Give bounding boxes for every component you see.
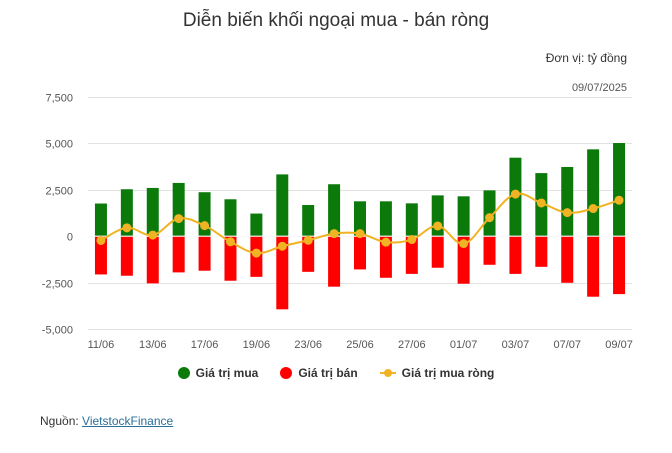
source-prefix: Nguồn: [40, 414, 83, 428]
date-label: 09/07/2025 [571, 82, 627, 94]
buy-bar[interactable] [405, 203, 418, 237]
x-tick-label: 27/06 [398, 339, 426, 351]
buy-bar[interactable] [172, 182, 185, 237]
buy-bar[interactable] [613, 143, 626, 237]
legend-item-sell[interactable]: Giá trị bán [280, 366, 358, 380]
net-point[interactable] [174, 214, 184, 224]
x-tick-label: 13/06 [139, 339, 167, 351]
net-point[interactable] [562, 208, 572, 218]
net-point[interactable] [251, 248, 261, 258]
net-point[interactable] [407, 235, 417, 245]
net-point[interactable] [200, 221, 210, 231]
buy-bar[interactable] [224, 199, 237, 237]
buy-bar[interactable] [146, 187, 159, 237]
sell-bar[interactable] [483, 236, 496, 265]
sell-bar[interactable] [198, 236, 211, 271]
x-tick-label: 01/07 [450, 339, 478, 351]
legend: Giá trị mua Giá trị bán Giá trị mua ròng [0, 366, 672, 380]
net-point[interactable] [122, 223, 132, 233]
x-tick-label: 23/06 [294, 339, 322, 351]
sell-bar[interactable] [613, 236, 626, 295]
buy-bar[interactable] [120, 189, 133, 237]
x-tick-label: 25/06 [346, 339, 374, 351]
y-tick-label: 5,000 [45, 139, 73, 151]
sell-bar[interactable] [276, 236, 289, 310]
x-tick-label: 19/06 [243, 339, 271, 351]
sell-bar[interactable] [561, 236, 574, 283]
sell-bar[interactable] [224, 236, 237, 281]
net-point[interactable] [277, 241, 287, 251]
green-circle-icon [177, 367, 190, 379]
y-tick-label: 0 [67, 232, 73, 244]
sell-bar[interactable] [587, 236, 600, 297]
buy-bar[interactable] [250, 213, 263, 237]
net-point[interactable] [510, 189, 520, 199]
net-line-series [96, 189, 624, 258]
net-point[interactable] [614, 195, 624, 205]
sell-bar[interactable] [431, 236, 444, 268]
sell-bar[interactable] [405, 236, 418, 274]
net-point[interactable] [303, 235, 313, 245]
y-tick-label: 7,500 [45, 93, 73, 105]
red-circle-icon [280, 367, 293, 379]
y-tick-label: 2,500 [45, 186, 73, 198]
sell-bar[interactable] [379, 236, 392, 278]
net-point[interactable] [225, 237, 235, 247]
buy-bar[interactable] [457, 196, 470, 237]
y-tick-label: -5,000 [42, 325, 73, 337]
y-axis-labels: 7,500 5,000 2,500 0 -2,500 -5,000 [42, 93, 73, 337]
buy-bar[interactable] [379, 201, 392, 237]
net-point[interactable] [381, 237, 391, 247]
legend-item-net[interactable]: Giá trị mua ròng [379, 366, 495, 380]
net-point[interactable] [329, 229, 339, 239]
legend-item-buy[interactable]: Giá trị mua [177, 366, 259, 380]
buy-bar[interactable] [328, 184, 341, 237]
net-point[interactable] [433, 221, 443, 231]
net-point[interactable] [355, 229, 365, 239]
sell-bar[interactable] [120, 236, 133, 276]
x-tick-label: 03/07 [502, 339, 530, 351]
legend-label-net: Giá trị mua ròng [401, 366, 495, 380]
net-point[interactable] [485, 213, 495, 223]
sell-bar[interactable] [328, 236, 341, 287]
line-marker-icon [379, 367, 396, 379]
net-point[interactable] [96, 235, 106, 245]
x-tick-label: 11/06 [88, 339, 115, 351]
sell-bar[interactable] [172, 236, 185, 273]
source-note: Nguồn: VietstockFinance [40, 414, 173, 428]
buy-bar[interactable] [354, 201, 366, 237]
buy-bar[interactable] [276, 174, 289, 237]
x-tick-label: 17/06 [191, 339, 219, 351]
buy-bar[interactable] [94, 203, 107, 237]
y-tick-label: -2,500 [42, 279, 73, 291]
x-tick-label: 07/07 [553, 339, 581, 351]
legend-label-sell: Giá trị bán [298, 366, 358, 380]
net-point[interactable] [148, 230, 158, 240]
source-link[interactable]: VietstockFinance [82, 414, 174, 428]
buy-bar[interactable] [302, 205, 315, 237]
unit-label: Đơn vị: tỷ đồng [545, 51, 627, 65]
x-tick-label: 09/07 [605, 339, 633, 351]
buy-bar[interactable] [561, 166, 574, 237]
sell-bar[interactable] [354, 236, 366, 270]
sell-bar[interactable] [302, 236, 315, 272]
sell-bar[interactable] [94, 236, 107, 275]
net-point[interactable] [459, 239, 469, 249]
net-point[interactable] [588, 204, 598, 214]
sell-bar[interactable] [509, 236, 522, 274]
x-axis-labels: 11/06 13/06 17/06 19/06 23/06 25/06 27/06 01/07… [88, 339, 633, 351]
sell-bar[interactable] [535, 236, 548, 267]
legend-label-buy: Giá trị mua [195, 366, 259, 380]
sell-bar[interactable] [146, 236, 159, 284]
net-point[interactable] [536, 198, 546, 208]
sell-bar[interactable] [457, 236, 470, 284]
bar-series [94, 143, 626, 310]
buy-bar[interactable] [587, 149, 600, 237]
chart-title: Diễn biến khối ngoại mua - bán ròng [182, 10, 490, 31]
